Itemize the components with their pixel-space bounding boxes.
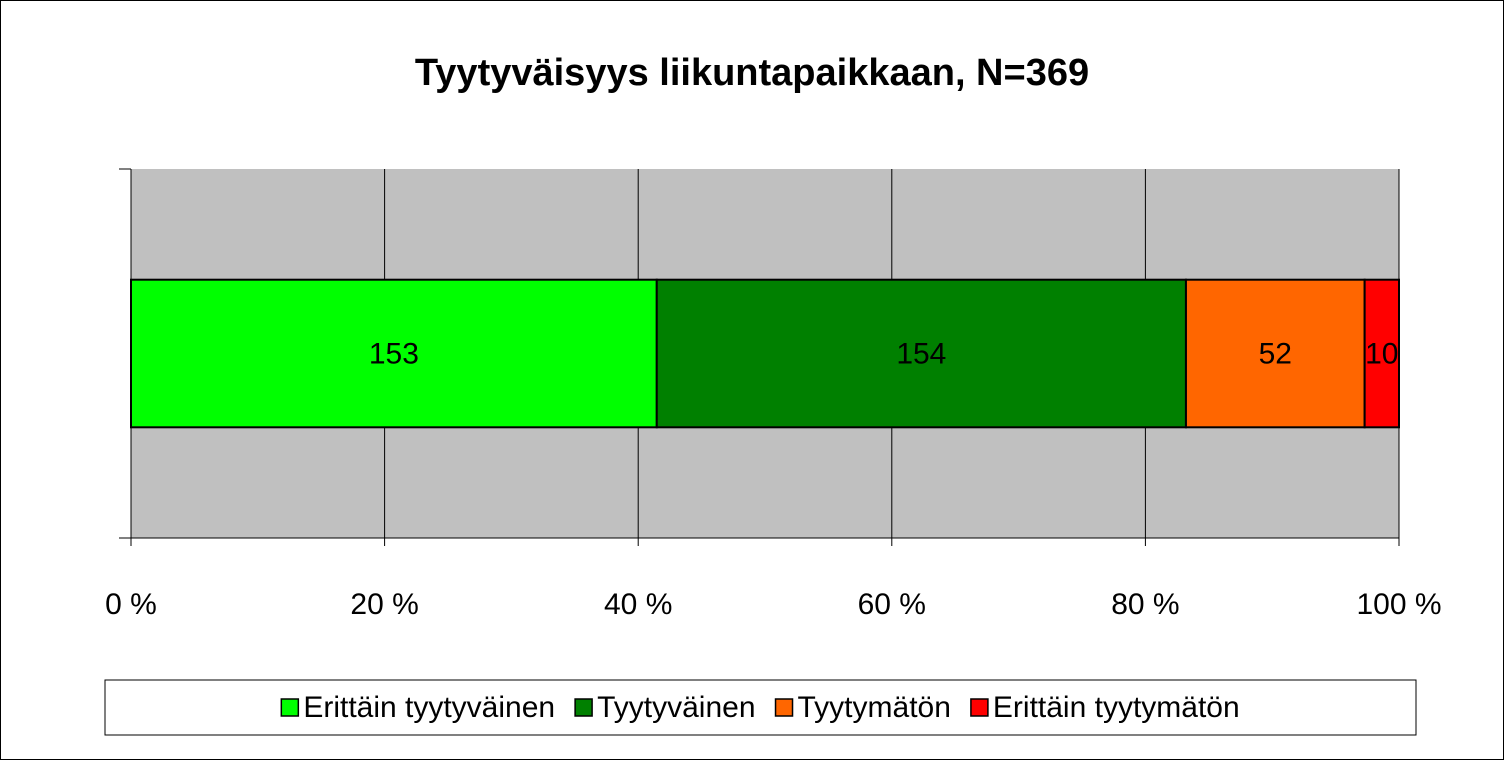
bar-segment xyxy=(655,278,1187,429)
x-tick-label: 60 % xyxy=(858,588,926,621)
legend-label: Tyytyväinen xyxy=(597,691,755,724)
data-label: 52 xyxy=(1259,337,1292,370)
x-tick-label: 0 % xyxy=(105,588,157,621)
data-label: 154 xyxy=(896,337,946,370)
legend-label: Erittäin tyytyväinen xyxy=(303,691,555,724)
data-label: 10 xyxy=(1365,337,1398,370)
legend-label: Erittäin tyytymätön xyxy=(993,691,1240,724)
bar-segment xyxy=(130,278,658,429)
x-tick-label: 100 % xyxy=(1356,588,1441,621)
legend xyxy=(104,679,1417,736)
bar-segment xyxy=(1184,278,1366,429)
x-tick-label: 40 % xyxy=(604,588,672,621)
data-label: 153 xyxy=(369,337,419,370)
legend-swatch xyxy=(574,698,593,717)
bar-segment xyxy=(1363,278,1400,429)
legend-swatch xyxy=(774,698,794,717)
legend-swatch xyxy=(280,698,300,717)
chart-title: Tyytyväisyys liikuntapaikkaan, N=369 xyxy=(415,52,1089,94)
legend-swatch xyxy=(970,698,989,717)
x-tick-label: 80 % xyxy=(1111,588,1179,621)
legend-label: Tyytymätön xyxy=(798,691,951,724)
x-tick-label: 20 % xyxy=(350,588,418,621)
